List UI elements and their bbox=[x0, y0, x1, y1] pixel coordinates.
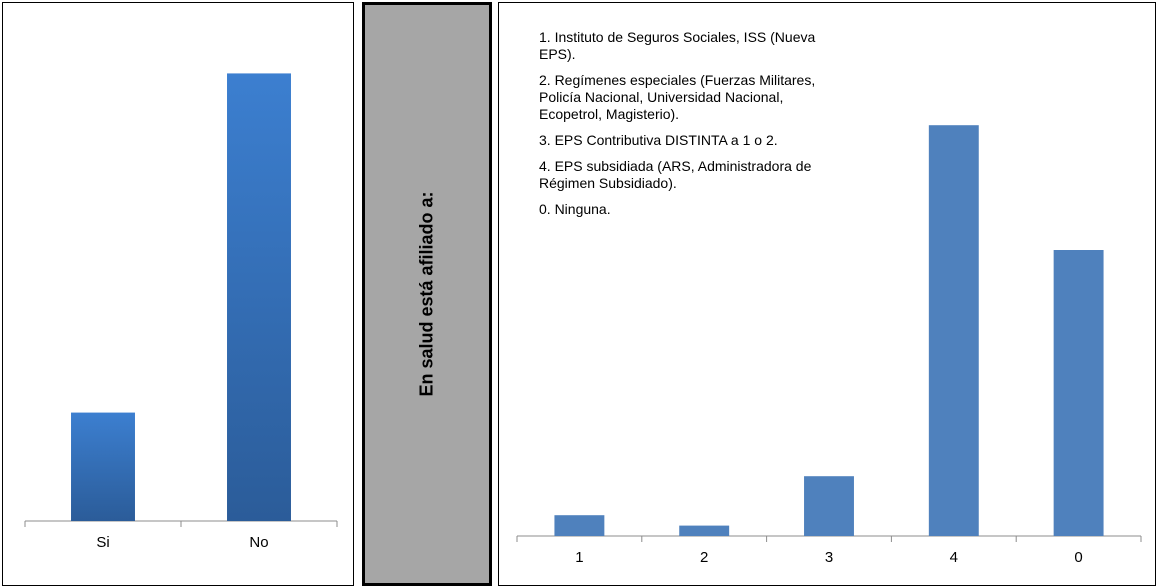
si-no-bar-chart: Si No bbox=[24, 73, 338, 551]
bar-Si bbox=[71, 412, 135, 521]
legend-item-1: 1. Instituto de Seguros Sociales, ISS (N… bbox=[539, 29, 816, 62]
x-tick-label-4: 4 bbox=[950, 549, 958, 566]
legend-item-3: 3. EPS Contributiva DISTINTA a 1 o 2. bbox=[539, 132, 778, 148]
side-label-panel: En salud está afiliado a: bbox=[362, 2, 492, 586]
x-tick-label-2: 2 bbox=[700, 549, 708, 566]
affiliation-bar-chart: 1 2 3 4 0 bbox=[516, 125, 1142, 566]
side-label: En salud está afiliado a: bbox=[416, 191, 437, 397]
x-tick-label-No: No bbox=[249, 534, 268, 551]
x-tick-label-3: 3 bbox=[825, 549, 833, 566]
x-tick-label-0: 0 bbox=[1074, 549, 1082, 566]
x-tick-label-Si: Si bbox=[96, 534, 109, 551]
affiliation-chart-panel: 1 2 3 4 0 1. Instituto de Seguros Sociales, … bbox=[498, 2, 1156, 586]
legend-item-4: 4. EPS subsidiada (ARS, Administradora d… bbox=[539, 158, 812, 191]
bar-1 bbox=[554, 515, 605, 536]
si-no-chart-panel: Si No bbox=[2, 2, 354, 586]
bar-4 bbox=[928, 125, 979, 536]
legend-item-0: 0. Ninguna. bbox=[539, 201, 611, 217]
bar-2 bbox=[679, 525, 730, 536]
x-tick-label-1: 1 bbox=[575, 549, 583, 566]
bar-3 bbox=[804, 476, 854, 536]
bar-0 bbox=[1053, 250, 1104, 536]
category-legend: 1. Instituto de Seguros Sociales, ISS (N… bbox=[539, 29, 839, 227]
bar-No bbox=[227, 73, 291, 522]
legend-item-2: 2. Regímenes especiales (Fuerzas Militar… bbox=[539, 72, 816, 122]
